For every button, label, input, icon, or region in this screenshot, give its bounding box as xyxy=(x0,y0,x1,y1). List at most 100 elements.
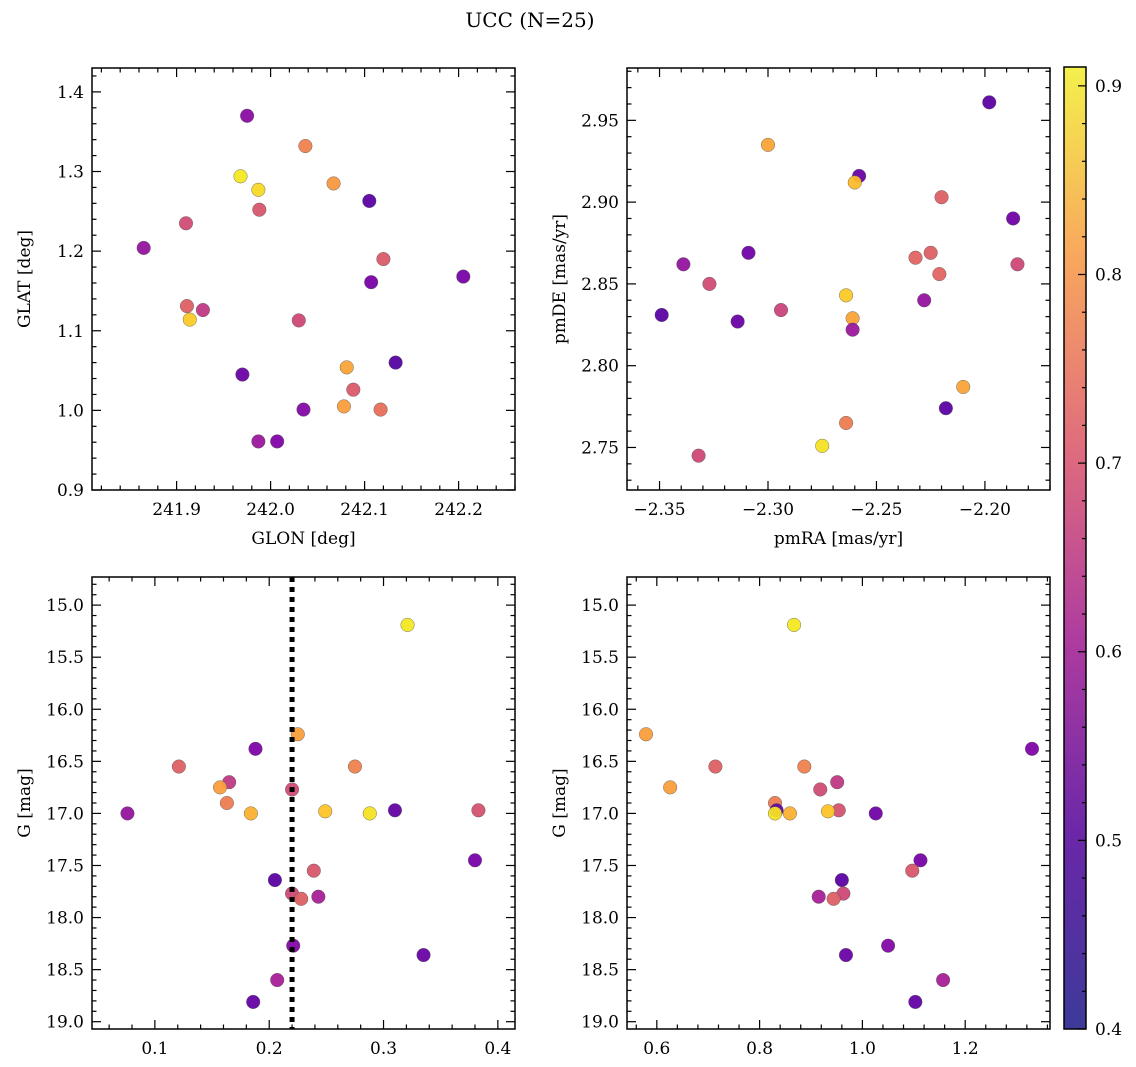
scatter-point xyxy=(908,250,923,265)
y-tick-label: 15.0 xyxy=(46,596,84,616)
scatter-point xyxy=(362,193,377,208)
scatter-points xyxy=(654,95,1025,463)
y-tick-label: 2.90 xyxy=(581,193,619,213)
scatter-point xyxy=(702,276,717,291)
scatter-point xyxy=(291,313,306,328)
y-tick-label: 1.2 xyxy=(57,242,84,262)
scatter-point xyxy=(471,803,486,818)
scatter-point xyxy=(917,293,932,308)
scatter-point xyxy=(243,806,258,821)
scatter-point xyxy=(936,973,951,988)
scatter-point xyxy=(830,775,845,790)
scatter-point xyxy=(213,780,228,795)
scatter-point xyxy=(373,402,388,417)
axis-ticks xyxy=(92,577,515,1029)
x-tick-label: 242.1 xyxy=(340,500,389,520)
y-axis-label: G [mag] xyxy=(15,768,35,837)
scatter-point xyxy=(768,806,783,821)
scatter-point xyxy=(845,322,860,337)
scatter-point xyxy=(797,759,812,774)
scatter-point xyxy=(248,741,263,756)
x-tick-label: 0.6 xyxy=(643,1039,670,1059)
scatter-point xyxy=(182,312,197,327)
scatter-point xyxy=(741,245,756,260)
scatter-point xyxy=(270,434,285,449)
y-tick-label: 19.0 xyxy=(581,1013,619,1033)
axis-ticks xyxy=(627,68,1051,490)
scatter-point xyxy=(908,994,923,1009)
scatter-point xyxy=(306,863,321,878)
colorbar-tick-label: 0.7 xyxy=(1095,454,1122,474)
scatter-point xyxy=(826,891,841,906)
scatter-point xyxy=(730,314,745,329)
scatter-point xyxy=(219,796,234,811)
scatter-point xyxy=(120,806,135,821)
scatter-point xyxy=(195,303,210,318)
x-axis-label: pmRA [mas/yr] xyxy=(774,529,903,549)
colorbar: 0.4 0.5 0.6 0.7 0.8 0.9 xyxy=(1063,66,1122,1040)
scatter-point xyxy=(1010,257,1025,272)
scatter-point xyxy=(387,803,402,818)
scatter-point xyxy=(400,617,415,632)
x-axis-label: GLON [deg] xyxy=(251,529,355,549)
scatter-point xyxy=(467,853,482,868)
scatter-point xyxy=(782,806,797,821)
y-tick-label: 16.0 xyxy=(581,700,619,720)
scatter-point xyxy=(294,891,309,906)
x-tick-label: 1.2 xyxy=(952,1039,979,1059)
y-tick-label: 2.95 xyxy=(581,111,619,131)
x-tick-label: 242.0 xyxy=(246,500,295,520)
y-tick-label: 1.0 xyxy=(57,401,84,421)
scatter-point xyxy=(868,806,883,821)
scatter-point xyxy=(913,853,928,868)
y-tick-label: 17.0 xyxy=(581,804,619,824)
y-axis-label: GLAT [deg] xyxy=(15,230,35,328)
y-tick-label: 1.3 xyxy=(57,163,84,183)
scatter-point xyxy=(839,415,854,430)
scatter-point xyxy=(298,139,313,154)
scatter-point xyxy=(251,182,266,197)
y-tick-label: 2.75 xyxy=(581,438,619,458)
x-tick-label: 242.2 xyxy=(434,500,483,520)
x-tick-label: 241.9 xyxy=(152,500,201,520)
scatter-point xyxy=(820,804,835,819)
y-tick-label: 17.0 xyxy=(46,804,84,824)
y-tick-label: 2.80 xyxy=(581,357,619,377)
scatter-point xyxy=(847,175,862,190)
scatter-point xyxy=(233,169,248,184)
scatter-point xyxy=(296,402,311,417)
scatter-point xyxy=(663,780,678,795)
x-tick-label: −2.30 xyxy=(742,500,794,520)
y-tick-label: 15.0 xyxy=(581,596,619,616)
axes-frame xyxy=(91,576,516,1030)
y-tick-label: 17.5 xyxy=(581,856,619,876)
scatter-point xyxy=(267,873,282,888)
x-tick-label: 0.4 xyxy=(484,1039,511,1059)
scatter-point xyxy=(364,275,379,290)
scatter-point xyxy=(251,434,266,449)
scatter-points xyxy=(120,617,486,1009)
scatter-point xyxy=(456,269,471,284)
scatter-points xyxy=(136,108,471,449)
scatter-point xyxy=(956,379,971,394)
scatter-point xyxy=(171,759,186,774)
scatter-point xyxy=(838,948,853,963)
scatter-point xyxy=(834,873,849,888)
y-tick-label: 1.4 xyxy=(57,83,84,103)
figure-title: UCC (N=25) xyxy=(465,8,594,32)
scatter-point xyxy=(982,95,997,110)
x-tick-label: 1.0 xyxy=(849,1039,876,1059)
scatter-point xyxy=(1025,741,1040,756)
scatter-point xyxy=(815,438,830,453)
y-tick-label: 18.5 xyxy=(581,961,619,981)
scatter-point xyxy=(178,216,193,231)
scatter-point xyxy=(839,288,854,303)
scatter-point xyxy=(676,257,691,272)
axis-ticks xyxy=(627,577,1050,1029)
colorbar-tick-label: 0.8 xyxy=(1095,265,1122,285)
scatter-points xyxy=(639,617,1040,1009)
scatter-point xyxy=(639,727,654,742)
x-tick-label: 0.1 xyxy=(141,1039,168,1059)
axes-frame xyxy=(91,67,516,491)
x-tick-label: 0.3 xyxy=(370,1039,397,1059)
